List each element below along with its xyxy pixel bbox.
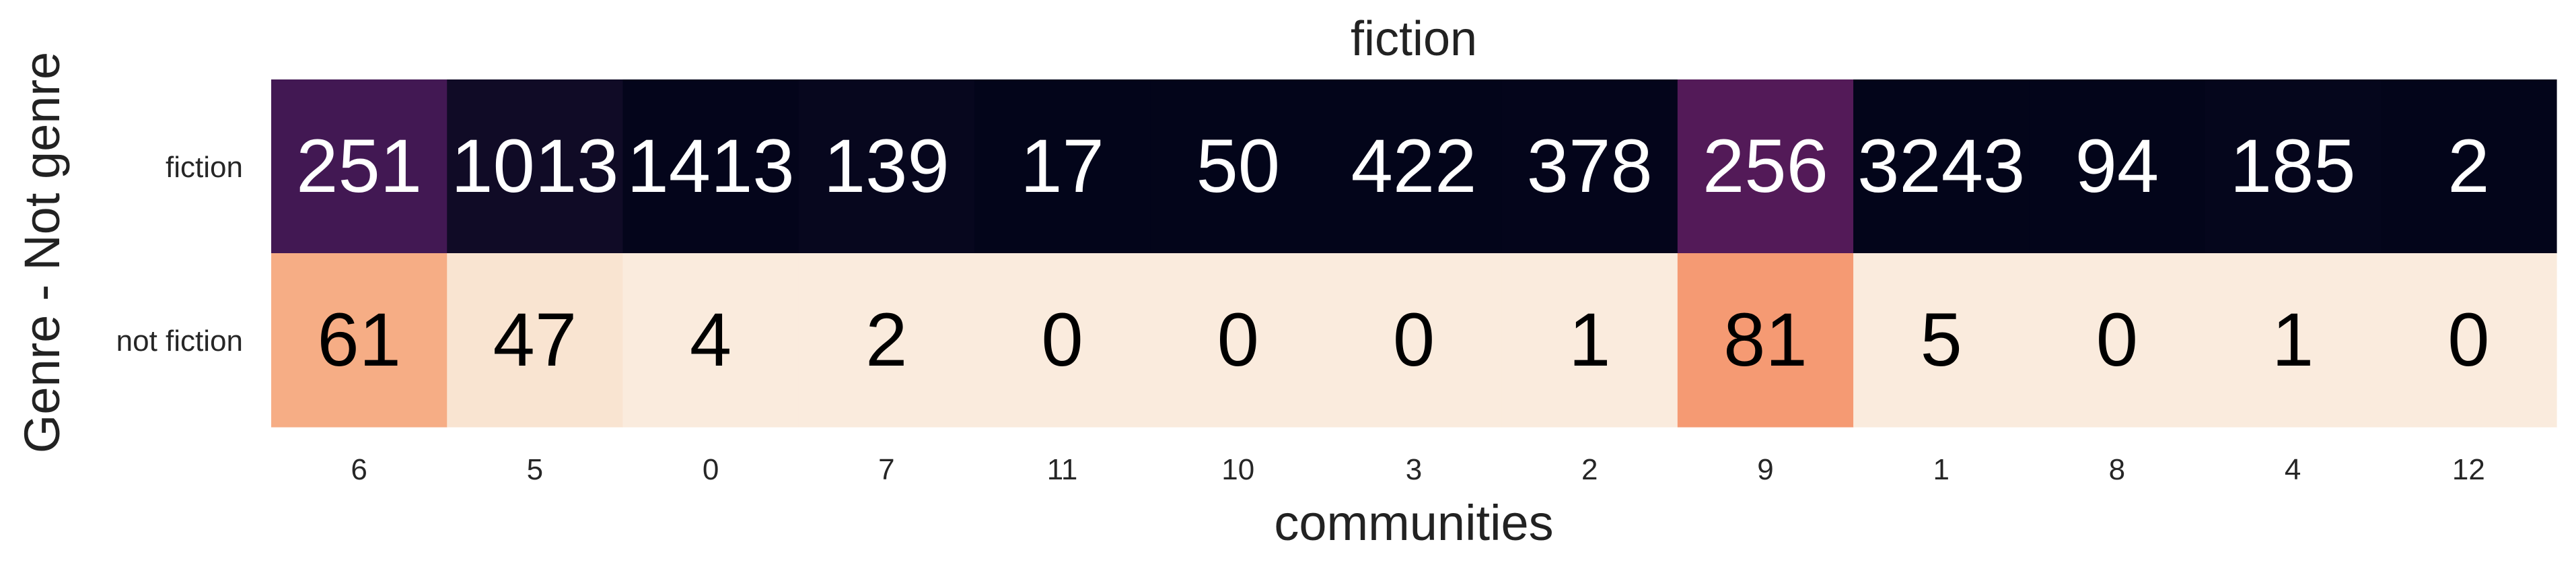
column-tick-label: 11 bbox=[1047, 453, 1078, 486]
heatmap-cell-label: 4 bbox=[690, 298, 731, 382]
heatmap-cell-label: 0 bbox=[2096, 298, 2138, 382]
heatmap-cell-label: 3243 bbox=[1857, 124, 2025, 208]
row-tick-labels: fiction not fiction bbox=[116, 151, 243, 358]
column-tick-label: 1 bbox=[1933, 453, 1949, 486]
heatmap-cell bbox=[2029, 253, 2206, 428]
heatmap-cell-label: 0 bbox=[2447, 298, 2489, 382]
heatmap-cell bbox=[447, 253, 624, 428]
heatmap-cell-label: 61 bbox=[317, 298, 401, 382]
heatmap-cell bbox=[2205, 79, 2382, 254]
heatmap-cell bbox=[1501, 79, 1678, 254]
heatmap-cell bbox=[622, 253, 799, 428]
column-tick-label: 7 bbox=[878, 453, 894, 486]
column-tick-label: 10 bbox=[1221, 453, 1254, 486]
heatmap-cell-label: 378 bbox=[1527, 124, 1653, 208]
column-tick-label: 5 bbox=[527, 453, 543, 486]
heatmap-cell-label: 251 bbox=[296, 124, 422, 208]
heatmap-cell-label: 185 bbox=[2230, 124, 2356, 208]
column-tick-label: 12 bbox=[2452, 453, 2485, 486]
chart-title: fiction bbox=[1351, 12, 1477, 66]
heatmap-cell-label: 2 bbox=[2447, 124, 2489, 208]
heatmap-cell-label: 94 bbox=[2075, 124, 2159, 208]
heatmap-cell bbox=[271, 253, 448, 428]
heatmap-cell bbox=[622, 79, 799, 254]
heatmap-cell-label: 139 bbox=[824, 124, 950, 208]
heatmap-cell-labels: 251 1013 1413 139 17 50 422 378 256 3243 94 185 261 4… bbox=[296, 124, 2489, 382]
heatmap-cell-label: 17 bbox=[1020, 124, 1104, 208]
column-tick-label: 8 bbox=[2109, 453, 2125, 486]
heatmap-cells bbox=[271, 79, 2557, 428]
heatmap-cell-label: 1 bbox=[1569, 298, 1610, 382]
heatmap-cell bbox=[271, 79, 448, 254]
column-tick-labels: 6 5 0 7 11 10 3 2 9 1 8 4 12 bbox=[351, 453, 2484, 486]
column-tick-label: 6 bbox=[351, 453, 367, 486]
heatmap-cell-label: 2 bbox=[865, 298, 907, 382]
heatmap-cell-label: 422 bbox=[1351, 124, 1477, 208]
heatmap-cell-label: 256 bbox=[1703, 124, 1828, 208]
heatmap-cell bbox=[1501, 253, 1678, 428]
column-tick-label: 0 bbox=[703, 453, 719, 486]
heatmap-cell bbox=[798, 79, 975, 254]
heatmap-cell-label: 0 bbox=[1393, 298, 1435, 382]
column-tick-label: 2 bbox=[1581, 453, 1598, 486]
heatmap-cell bbox=[974, 253, 1151, 428]
heatmap-cell-label: 5 bbox=[1921, 298, 1962, 382]
heatmap-cell-label: 81 bbox=[1723, 298, 1808, 382]
heatmap-cell-label: 1413 bbox=[627, 124, 794, 208]
heatmap-cell bbox=[1853, 253, 2030, 428]
heatmap-cell-label: 47 bbox=[493, 298, 577, 382]
heatmap-cell bbox=[2380, 79, 2557, 254]
heatmap-cell bbox=[2029, 79, 2206, 254]
heatmap-cell bbox=[1326, 253, 1503, 428]
heatmap-cell bbox=[447, 79, 624, 254]
row-tick-label: not fiction bbox=[116, 325, 243, 358]
column-tick-label: 3 bbox=[1406, 453, 1422, 486]
heatmap-cell bbox=[1853, 79, 2030, 254]
heatmap-cell bbox=[974, 79, 1151, 254]
y-axis-label: Genre - Not genre bbox=[14, 52, 70, 453]
x-axis-label: communities bbox=[1274, 495, 1553, 551]
column-tick-label: 4 bbox=[2285, 453, 2301, 486]
column-tick-label: 9 bbox=[1757, 453, 1773, 486]
heatmap-cell bbox=[1326, 79, 1503, 254]
heatmap-cell-label: 0 bbox=[1041, 298, 1083, 382]
heatmap-cell bbox=[2380, 253, 2557, 428]
heatmap-cell bbox=[1150, 79, 1326, 254]
heatmap-cell-label: 1 bbox=[2272, 298, 2314, 382]
heatmap-cell bbox=[1677, 253, 1854, 428]
heatmap-cell bbox=[2205, 253, 2382, 428]
heatmap-cell-label: 1013 bbox=[451, 124, 618, 208]
heatmap-cell bbox=[1677, 79, 1854, 254]
heatmap-cell bbox=[1150, 253, 1326, 428]
row-tick-label: fiction bbox=[166, 151, 243, 184]
heatmap-cell-label: 0 bbox=[1217, 298, 1259, 382]
heatmap-cell bbox=[798, 253, 975, 428]
heatmap-cell-label: 50 bbox=[1196, 124, 1280, 208]
